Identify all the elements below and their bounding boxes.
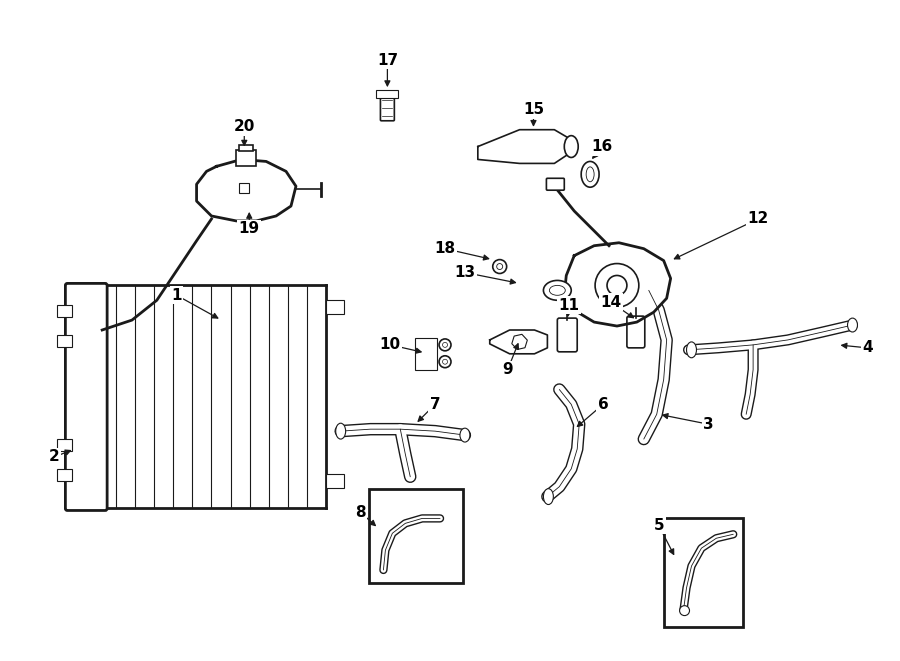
- Text: 20: 20: [234, 119, 255, 134]
- FancyBboxPatch shape: [66, 284, 107, 510]
- Text: 8: 8: [356, 505, 366, 520]
- Text: 10: 10: [380, 337, 400, 352]
- Text: 18: 18: [435, 241, 455, 256]
- Text: 9: 9: [502, 362, 513, 377]
- Bar: [239, 145, 253, 151]
- Text: 14: 14: [600, 295, 622, 310]
- Ellipse shape: [581, 161, 599, 187]
- Polygon shape: [196, 159, 296, 221]
- Circle shape: [607, 276, 627, 295]
- Text: 1: 1: [171, 288, 182, 303]
- Ellipse shape: [848, 318, 858, 332]
- Circle shape: [595, 264, 639, 307]
- Polygon shape: [478, 130, 572, 163]
- Polygon shape: [564, 243, 670, 326]
- Bar: [237, 149, 256, 167]
- Text: 6: 6: [598, 397, 608, 412]
- Bar: [663, 518, 743, 627]
- Ellipse shape: [336, 423, 346, 439]
- Text: 13: 13: [454, 265, 475, 280]
- Bar: [58, 335, 72, 347]
- Text: 12: 12: [748, 212, 769, 227]
- Text: 7: 7: [430, 397, 440, 412]
- Bar: [58, 305, 72, 317]
- FancyBboxPatch shape: [557, 318, 577, 352]
- Ellipse shape: [687, 342, 697, 358]
- Text: 3: 3: [703, 416, 714, 432]
- Text: 19: 19: [238, 221, 260, 237]
- Polygon shape: [490, 330, 547, 354]
- FancyBboxPatch shape: [627, 316, 644, 348]
- Ellipse shape: [549, 286, 565, 295]
- FancyBboxPatch shape: [381, 91, 394, 121]
- Text: 15: 15: [523, 102, 544, 118]
- Ellipse shape: [564, 136, 578, 157]
- Ellipse shape: [544, 488, 554, 504]
- Text: 16: 16: [591, 139, 613, 154]
- Bar: [58, 439, 72, 451]
- Bar: [368, 488, 463, 583]
- Ellipse shape: [544, 280, 572, 300]
- Ellipse shape: [460, 428, 470, 442]
- Circle shape: [443, 342, 447, 348]
- FancyBboxPatch shape: [546, 178, 564, 190]
- Text: 17: 17: [377, 53, 398, 68]
- Bar: [415, 338, 437, 369]
- Circle shape: [492, 260, 507, 274]
- Circle shape: [497, 264, 503, 270]
- Circle shape: [443, 360, 447, 364]
- Circle shape: [439, 356, 451, 368]
- Text: 4: 4: [862, 340, 873, 356]
- Circle shape: [439, 339, 451, 351]
- Bar: [326, 300, 344, 314]
- Bar: [58, 469, 72, 481]
- Circle shape: [680, 605, 689, 615]
- Text: 2: 2: [50, 449, 59, 465]
- Ellipse shape: [586, 167, 594, 182]
- Text: 11: 11: [559, 297, 580, 313]
- Bar: [326, 474, 344, 488]
- Bar: [376, 90, 399, 98]
- Text: 5: 5: [653, 518, 664, 533]
- Bar: [239, 183, 249, 193]
